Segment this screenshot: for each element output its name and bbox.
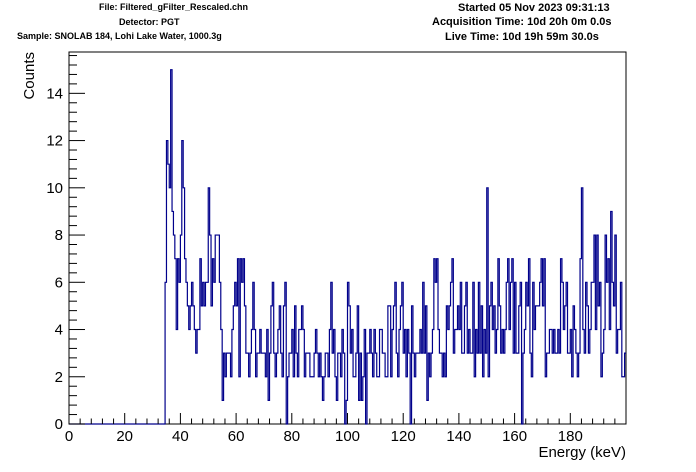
x-tick-label: 40 <box>172 428 189 445</box>
y-tick-label: 0 <box>55 416 63 433</box>
sample-label: Sample: SNOLAB 184, Lohi Lake Water, 100… <box>17 31 222 41</box>
x-axis: 0 20 40 60 80 100 120 140 160 180 <box>65 413 627 445</box>
x-tick-label: 60 <box>228 428 245 445</box>
file-label: File: Filtered_gFilter_Rescaled.chn <box>99 2 249 12</box>
y-tick-label: 8 <box>55 227 63 244</box>
x-tick-label: 0 <box>65 428 73 445</box>
x-tick-label: 20 <box>116 428 133 445</box>
y-tick-label: 14 <box>46 85 63 102</box>
histogram-series <box>69 69 626 425</box>
y-axis-title: Counts <box>21 52 38 100</box>
y-tick-label: 4 <box>55 322 63 339</box>
y-tick-label: 6 <box>55 274 63 291</box>
detector-label: Detector: PGT <box>119 17 180 27</box>
y-tick-label: 10 <box>46 180 63 197</box>
acquisition-time-label: Acquisition Time: 10d 20h 0m 0.0s <box>432 16 612 28</box>
x-tick-label: 180 <box>558 428 583 445</box>
y-tick-label: 12 <box>46 133 63 150</box>
live-time-label: Live Time: 10d 19h 59m 30.0s <box>445 31 599 43</box>
x-tick-label: 160 <box>502 428 527 445</box>
x-axis-title: Energy (keV) <box>538 444 626 461</box>
x-tick-label: 140 <box>446 428 471 445</box>
x-tick-label: 80 <box>283 428 300 445</box>
x-tick-label: 100 <box>335 428 360 445</box>
started-label: Started 05 Nov 2023 09:31:13 <box>458 2 610 14</box>
histogram-line <box>69 69 626 425</box>
y-axis: 0 2 4 6 8 10 12 14 <box>46 55 85 433</box>
x-tick-label: 120 <box>391 428 416 445</box>
y-tick-label: 2 <box>55 369 63 386</box>
